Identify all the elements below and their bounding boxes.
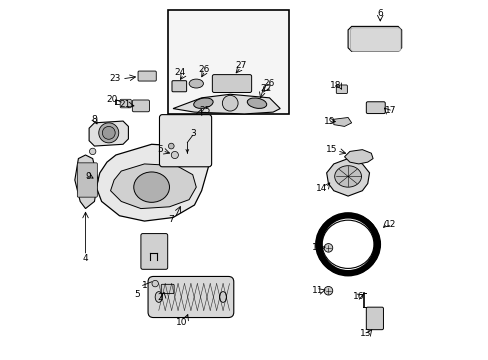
Polygon shape: [344, 150, 372, 164]
FancyBboxPatch shape: [350, 28, 400, 51]
Ellipse shape: [189, 79, 203, 88]
Polygon shape: [75, 155, 98, 208]
Text: 3: 3: [189, 129, 195, 138]
Text: 23: 23: [109, 75, 120, 84]
Circle shape: [152, 280, 158, 287]
Circle shape: [89, 148, 96, 155]
Text: 10: 10: [176, 318, 187, 327]
Circle shape: [171, 152, 178, 158]
Text: 9: 9: [85, 172, 91, 181]
FancyBboxPatch shape: [77, 163, 97, 197]
Circle shape: [324, 287, 332, 295]
Circle shape: [324, 244, 332, 252]
Polygon shape: [89, 121, 128, 146]
Polygon shape: [173, 94, 280, 114]
Text: 26: 26: [199, 65, 210, 74]
Polygon shape: [326, 158, 369, 196]
Text: 5: 5: [134, 290, 140, 299]
Polygon shape: [96, 144, 208, 221]
FancyBboxPatch shape: [336, 85, 346, 94]
Text: 1: 1: [142, 281, 148, 290]
FancyBboxPatch shape: [138, 71, 156, 81]
Text: 8: 8: [91, 115, 97, 124]
Text: 15: 15: [325, 145, 337, 154]
FancyBboxPatch shape: [212, 75, 251, 93]
Text: 19: 19: [323, 117, 335, 126]
Text: 20: 20: [106, 95, 117, 104]
Text: 24: 24: [174, 68, 185, 77]
FancyBboxPatch shape: [141, 234, 167, 269]
Text: 2: 2: [158, 293, 163, 302]
FancyBboxPatch shape: [172, 81, 186, 92]
Circle shape: [102, 126, 115, 139]
Text: 22: 22: [260, 84, 271, 93]
Text: 18: 18: [329, 81, 341, 90]
FancyBboxPatch shape: [366, 307, 383, 330]
FancyBboxPatch shape: [148, 276, 233, 318]
FancyBboxPatch shape: [366, 102, 385, 113]
Text: 21: 21: [119, 100, 130, 109]
FancyBboxPatch shape: [120, 99, 131, 108]
Ellipse shape: [334, 166, 361, 187]
Text: 14: 14: [315, 184, 326, 193]
Text: 6: 6: [377, 9, 382, 18]
Text: 12: 12: [385, 220, 396, 229]
Text: 27: 27: [235, 61, 246, 70]
Text: 7: 7: [168, 215, 174, 224]
Text: 16: 16: [352, 292, 364, 301]
Text: 25: 25: [199, 106, 210, 115]
Text: 11: 11: [311, 286, 323, 295]
Text: 26: 26: [264, 79, 275, 88]
Text: 5: 5: [157, 145, 163, 154]
Polygon shape: [333, 117, 351, 126]
Ellipse shape: [155, 292, 162, 302]
FancyBboxPatch shape: [132, 100, 149, 112]
Circle shape: [168, 143, 174, 149]
Ellipse shape: [193, 98, 213, 108]
Text: 4: 4: [82, 254, 88, 263]
Polygon shape: [110, 164, 196, 208]
FancyBboxPatch shape: [159, 114, 211, 167]
Text: 13: 13: [360, 329, 371, 338]
Circle shape: [99, 123, 119, 143]
Ellipse shape: [247, 98, 266, 108]
Ellipse shape: [134, 172, 169, 202]
Polygon shape: [347, 26, 401, 51]
FancyBboxPatch shape: [167, 10, 288, 114]
Text: 17: 17: [385, 106, 396, 115]
FancyBboxPatch shape: [161, 284, 174, 294]
Text: 11: 11: [311, 243, 323, 252]
Circle shape: [222, 95, 238, 111]
Ellipse shape: [219, 292, 226, 302]
